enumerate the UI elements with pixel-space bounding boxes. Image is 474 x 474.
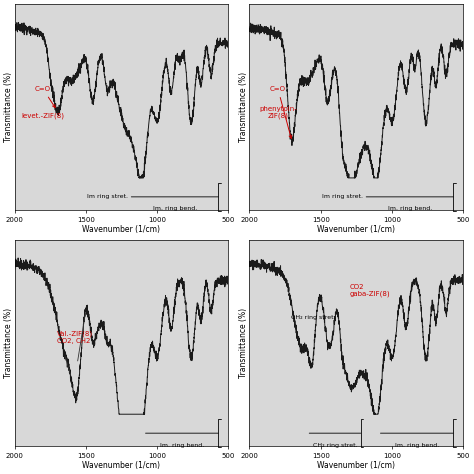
X-axis label: Wavenumber (1/cm): Wavenumber (1/cm) [82,225,160,234]
Text: C=O: C=O [35,86,55,108]
Y-axis label: Transmittance (%): Transmittance (%) [239,308,248,378]
Text: Val.-ZIF(8)
CO2, CH2: Val.-ZIF(8) CO2, CH2 [57,331,93,344]
X-axis label: Wavenumber (1/cm): Wavenumber (1/cm) [82,461,160,470]
Text: phenytoin-
ZIF(8): phenytoin- ZIF(8) [259,106,297,119]
Text: CH₂ ring stret.: CH₂ ring stret. [291,315,336,320]
Text: Im ring stret.: Im ring stret. [321,194,363,199]
Text: CH₂ ring stret.: CH₂ ring stret. [313,443,357,447]
Text: Im ring stret.: Im ring stret. [87,194,128,199]
Text: C=O: C=O [270,86,292,138]
X-axis label: Wavenumber (1/cm): Wavenumber (1/cm) [317,225,395,234]
Text: Im. ring bend.: Im. ring bend. [388,206,432,211]
Text: Im. ring bend.: Im. ring bend. [153,206,197,211]
Text: levet.-ZIF(8): levet.-ZIF(8) [21,113,64,119]
Text: Im. ring bend.: Im. ring bend. [160,443,204,447]
Y-axis label: Transmittance (%): Transmittance (%) [239,72,248,142]
Y-axis label: Transmittance (%): Transmittance (%) [4,72,13,142]
Text: CO2
gaba-ZIF(8): CO2 gaba-ZIF(8) [349,284,390,297]
X-axis label: Wavenumber (1/cm): Wavenumber (1/cm) [317,461,395,470]
Text: Im. ring bend.: Im. ring bend. [395,443,439,447]
Y-axis label: Transmittance (%): Transmittance (%) [4,308,13,378]
